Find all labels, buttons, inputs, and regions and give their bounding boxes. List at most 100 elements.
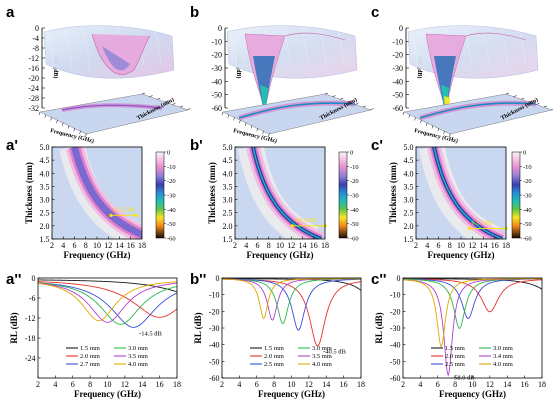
surface-mesh-line (336, 23, 345, 64)
floor-tick (268, 133, 270, 137)
x-tick-label: 18 (502, 241, 510, 250)
surface-mesh-line (45, 29, 54, 75)
series-line (222, 278, 361, 291)
floor-tick (449, 133, 451, 137)
x-tick-label: 12 (104, 241, 112, 250)
floor-tick (521, 97, 525, 100)
heatmap-panel-1: 5.8 GHz 2 4 6 8 10 12 14 16 18 1.5 2.0 2.5 3.0 3.5 4.0 4… (207, 143, 359, 260)
y-axis-label: RL (dB) (193, 312, 203, 343)
floor-tick (227, 114, 230, 118)
line-chart-0: 2 4 6 8 10 12 14 16 18 0 -6 -12 -18 -24 Frequency (GHz… (9, 274, 181, 399)
floor-tick (141, 92, 146, 95)
colorbar-tick-label: -50 (523, 221, 532, 228)
x-tick-label: 14 (138, 380, 146, 389)
panel-label: c'' (371, 271, 386, 288)
colorbar-tick-label: -50 (350, 221, 359, 228)
y-axis-label: Thickness (mm) (388, 162, 398, 224)
colorbar-tick-label: 0 (167, 150, 170, 157)
x-axis-label: Frequency (GHz) (74, 389, 141, 399)
x-tick-label: 14 (322, 380, 330, 389)
y-tick-label: 4.0 (404, 169, 414, 178)
min-rl-annotation: -40.5 dB (323, 349, 346, 356)
y-tick-label: 5.0 (223, 143, 233, 152)
x-tick-label: 6 (437, 241, 441, 250)
legend-label: 4.0 mm (493, 361, 513, 368)
y-tick-label: 1.5 (40, 235, 50, 244)
floor-tick (67, 125, 70, 129)
y-tick-label: 3.5 (404, 182, 414, 191)
floor-tick (157, 97, 161, 100)
colorbar-tick-label: -10 (350, 164, 359, 171)
z-tick-label: -24 (28, 84, 39, 93)
x-tick-label: 8 (448, 241, 452, 250)
x-tick-label: 4 (418, 380, 422, 389)
z-tick-label: -30 (211, 64, 222, 73)
surface-mesh-line (409, 29, 418, 75)
x-tick-label: 12 (287, 241, 295, 250)
x-tick-label: 2 (401, 380, 405, 389)
eab-label: 6.5 GHz (471, 219, 493, 226)
y-tick-label: 4.0 (40, 169, 50, 178)
y-tick-label: -20 (209, 307, 220, 316)
floor-tick (38, 111, 41, 116)
x-tick-label: 18 (538, 380, 546, 389)
z-tick-label: -60 (392, 104, 403, 113)
legend-label: 2.0 mm (264, 353, 284, 360)
floor-tick (233, 117, 235, 121)
x-tick-label: 8 (84, 241, 88, 250)
surface-mesh-line (81, 27, 90, 71)
plot-area (222, 278, 361, 347)
x-tick-label: 14 (299, 241, 307, 250)
surface-mesh-line (463, 26, 472, 69)
x-tick-label: 18 (357, 380, 365, 389)
y-tick-label: -60 (209, 374, 220, 383)
floor-tick (149, 95, 153, 97)
x-tick-label: 12 (468, 241, 476, 250)
colorbar-tick-label: -40 (350, 207, 359, 214)
heatmap-panel-2: 6.5 GHz 2 4 6 8 10 12 14 16 18 1.5 2.0 2.5 3.0 3.5 4.0 4… (388, 143, 532, 260)
floor-tick (513, 95, 517, 97)
series-line (403, 278, 542, 313)
panel-label: c' (371, 137, 383, 154)
legend-label: 2.5 mm (264, 361, 284, 368)
z-tick-label: -20 (28, 74, 39, 83)
legend-label: 3.4 mm (493, 353, 513, 360)
floor-band-core (61, 104, 163, 111)
colorbar-tick-label: -40 (167, 207, 176, 214)
surface-mesh-line (282, 26, 291, 69)
x-axis-label: Frequency (GHz) (63, 250, 130, 260)
x-tick-label: 16 (340, 380, 348, 389)
plot-area (38, 279, 177, 328)
y-tick-label: -30 (209, 324, 220, 333)
floor-tick (505, 92, 510, 95)
floor-tick (221, 111, 224, 116)
floor-projection (39, 93, 189, 135)
x-tick-label: 6 (256, 241, 260, 250)
colorbar-tick-label: -60 (523, 236, 532, 243)
x-tick-label: 12 (305, 380, 313, 389)
floor-tick (164, 100, 168, 103)
colorbar-tick-label: 0 (350, 150, 353, 157)
y-tick-label: 3.0 (223, 196, 233, 205)
x-tick-label: 2 (36, 380, 40, 389)
x-tick-label: 2 (220, 380, 224, 389)
floor-tick (187, 108, 191, 110)
x-tick-label: 16 (521, 380, 529, 389)
z-tick-label: 0 (218, 24, 222, 33)
x-tick-label: 8 (272, 380, 276, 389)
x-tick-label: 2 (50, 241, 54, 250)
y-tick-label: -18 (25, 334, 36, 343)
y-tick-label: 4.5 (404, 156, 414, 165)
plot-frame (402, 277, 543, 379)
floor-tick (250, 125, 253, 129)
x-tick-label: 8 (88, 380, 92, 389)
x-axis-label: Frequency (GHz) (246, 250, 313, 260)
floor-tick (340, 97, 344, 100)
floor-tick (370, 108, 374, 110)
y-tick-label: 3.0 (404, 196, 414, 205)
x-tick-label: 8 (267, 241, 271, 250)
floor-tick (408, 114, 411, 118)
floor-tick (79, 130, 81, 134)
floor-band-core (419, 102, 537, 119)
